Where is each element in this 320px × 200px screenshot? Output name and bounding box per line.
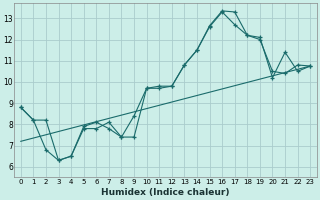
X-axis label: Humidex (Indice chaleur): Humidex (Indice chaleur) <box>101 188 230 197</box>
